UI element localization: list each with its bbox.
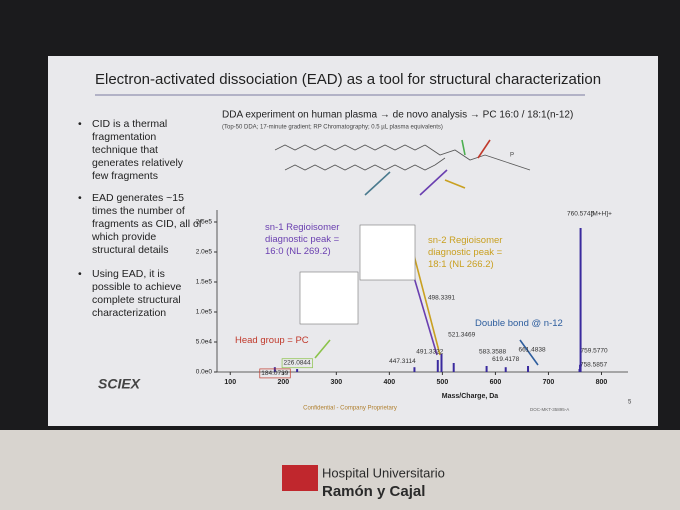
- peak-label-box: [281, 358, 313, 369]
- annotation: sn-2 Regioisomer diagnostic peak = 18:1 …: [428, 235, 503, 270]
- y-tick-label: 2.0e5: [196, 249, 213, 256]
- peak-label: 759.5770: [580, 348, 607, 355]
- page-number: 5: [628, 400, 632, 406]
- y-tick-label: 2.5e5: [196, 219, 213, 226]
- x-axis-title: Mass/Charge, Da: [442, 393, 499, 400]
- peak-label: 184.0739: [261, 370, 288, 377]
- peak-label: 758.5857: [580, 362, 607, 369]
- annotation: Head group = PC: [235, 335, 309, 346]
- y-tick-label: 1.5e5: [196, 279, 213, 286]
- x-tick-label: 300: [330, 379, 342, 386]
- x-tick-label: 800: [596, 379, 608, 386]
- peak-label: 583.3588: [479, 349, 506, 356]
- footer: Confidential - Company Proprietary: [303, 406, 397, 412]
- x-tick-label: 100: [224, 379, 236, 386]
- phosphate-label: P: [510, 153, 514, 159]
- experiment-note: (Top-50 DDA; 17-minute gradient; RP Chro…: [222, 125, 443, 131]
- annotation: sn-1 Regioisomer diagnostic peak = 16:0 …: [265, 222, 340, 257]
- annotation: Double bond @ n-12: [475, 318, 563, 329]
- y-tick-label: 0.0e0: [196, 369, 213, 376]
- sign-line1: Hospital Universitario: [322, 465, 445, 480]
- bullet: EAD generates ~15 times the number of fr…: [78, 192, 202, 257]
- peak-label-box: [259, 368, 291, 379]
- peak-label: 498.3391: [428, 295, 455, 302]
- peak-label: 447.3114: [389, 358, 416, 365]
- x-tick-label: 200: [277, 379, 289, 386]
- precursor-label: [M+H]+: [591, 211, 613, 218]
- slide-title: Electron-activated dissociation (EAD) as…: [95, 71, 601, 88]
- x-tick-label: 600: [490, 379, 502, 386]
- x-tick-label: 500: [437, 379, 449, 386]
- logo: SCIEX: [98, 376, 142, 392]
- peak-label: 619.4178: [492, 356, 519, 363]
- x-tick-label: 400: [384, 379, 396, 386]
- insets: [299, 224, 416, 325]
- peak-label: 760.5745: [567, 211, 594, 218]
- peak-label: 491.3322: [416, 349, 443, 356]
- y-tick-label: 1.0e5: [196, 309, 213, 316]
- bullet: Using EAD, it is possible to achieve com…: [78, 268, 202, 320]
- x-tick-label: 700: [543, 379, 555, 386]
- sign-line2: Ramón y Cajal: [322, 483, 425, 500]
- doc-id: DOC-MKT-35895-A: [530, 407, 569, 412]
- y-tick-label: 5.0e4: [196, 339, 213, 346]
- bullet: CID is a thermal fragmentation technique…: [78, 118, 202, 183]
- hospital-logo: [282, 465, 318, 491]
- wall: [0, 430, 680, 510]
- peak-label: 661.4838: [518, 347, 545, 354]
- peak-label: 521.3469: [448, 332, 475, 339]
- experiment: DDA experiment on human plasma → de novo…: [222, 110, 573, 121]
- peak-label: 226.0844: [284, 360, 311, 367]
